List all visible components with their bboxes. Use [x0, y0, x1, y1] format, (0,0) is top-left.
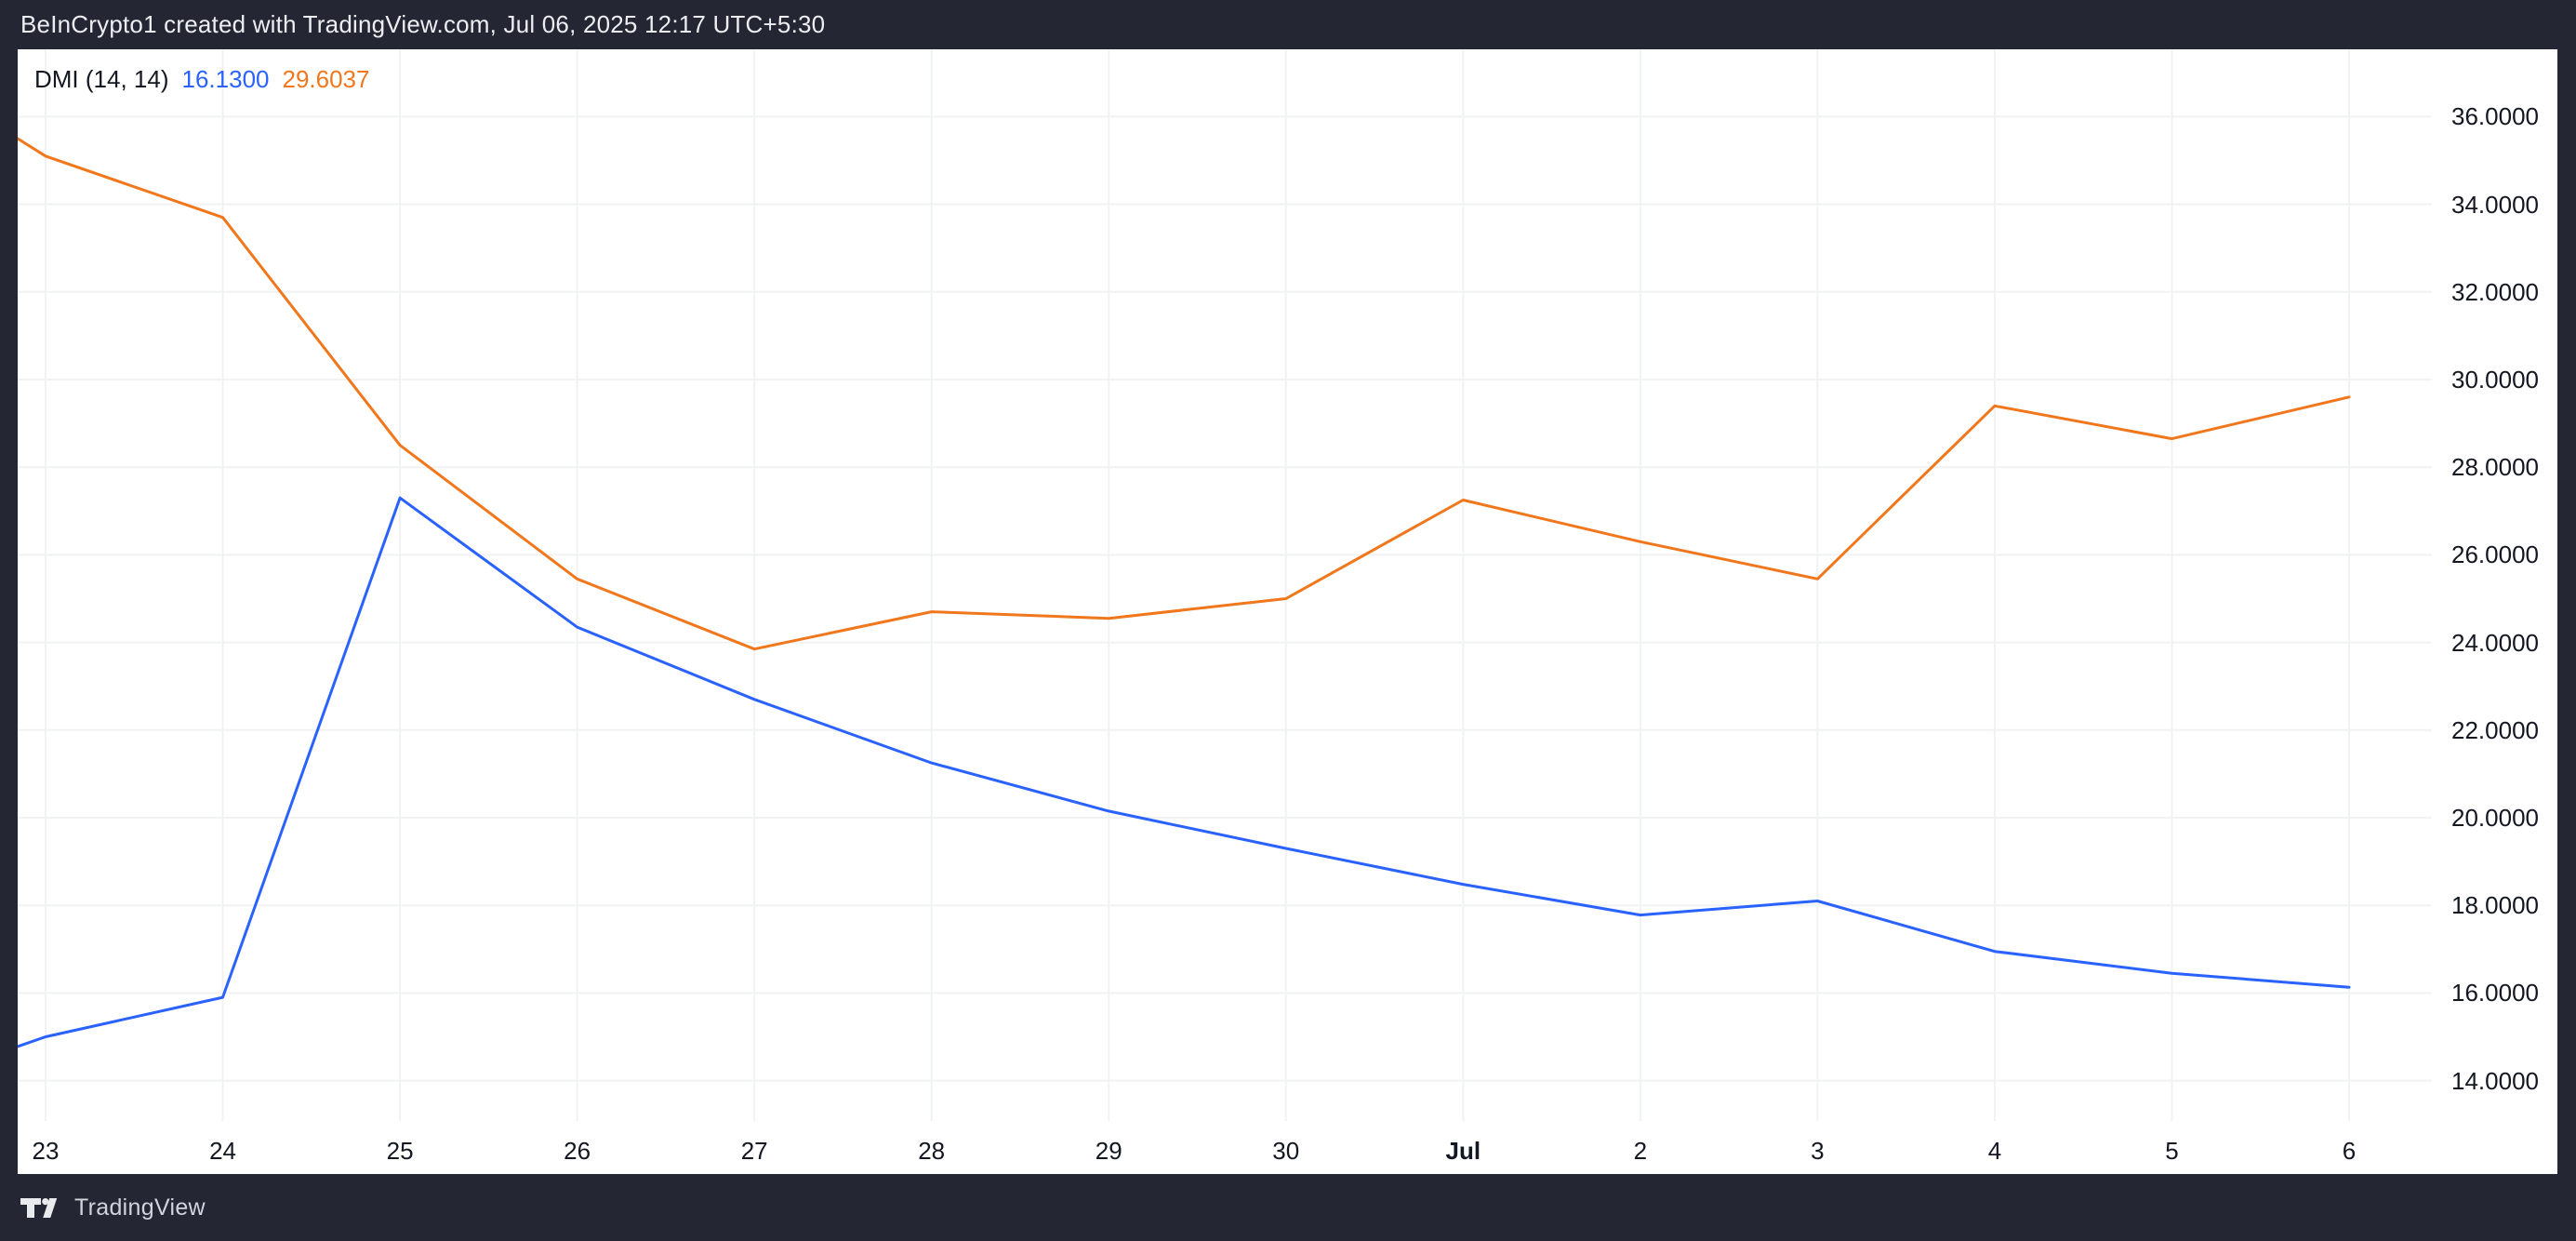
- x-axis-label: 24: [209, 1137, 236, 1165]
- x-axis-label: Jul: [1445, 1137, 1481, 1165]
- minus-di-line: [16, 137, 2351, 651]
- footer-bar: TradingView: [0, 1174, 2576, 1241]
- vertical-gridlines: [45, 49, 2351, 1121]
- x-axis-label: 4: [1987, 1137, 2002, 1165]
- y-axis-label: 32.0000: [2451, 277, 2539, 306]
- indicator-legend[interactable]: DMI (14, 14) 16.1300 29.6037: [34, 65, 369, 93]
- y-axis-label: 28.0000: [2451, 453, 2539, 482]
- y-axis-label: 22.0000: [2451, 715, 2539, 744]
- x-axis-label: 26: [564, 1137, 591, 1165]
- tradingview-brand-text: TradingView: [74, 1194, 206, 1221]
- x-axis-label: 27: [740, 1137, 768, 1165]
- right-frame-strip: [2557, 49, 2576, 1174]
- x-axis-label: 25: [386, 1137, 414, 1165]
- x-axis-label: 2: [1633, 1137, 1648, 1165]
- y-axis-label: 30.0000: [2451, 366, 2539, 394]
- x-axis-label: 28: [918, 1137, 946, 1165]
- chart-attribution-title: BeInCrypto1 created with TradingView.com…: [20, 10, 826, 38]
- tradingview-logo-icon: [20, 1197, 58, 1218]
- x-axis-label: 3: [1811, 1137, 1825, 1165]
- y-axis-label: 16.0000: [2451, 979, 2539, 1007]
- y-axis-label: 26.0000: [2451, 540, 2539, 569]
- x-axis-label: 29: [1095, 1137, 1122, 1165]
- indicator-name: DMI (14, 14): [34, 65, 169, 93]
- plus-di-value: 16.1300: [181, 65, 270, 93]
- y-axis-label: 36.0000: [2451, 102, 2539, 131]
- x-axis-label: 30: [1272, 1137, 1300, 1165]
- x-axis-label: 5: [2165, 1137, 2179, 1165]
- horizontal-gridlines: [18, 115, 2432, 1082]
- y-axis-label: 18.0000: [2451, 891, 2539, 920]
- x-axis-label: 23: [32, 1137, 60, 1165]
- y-axis-label: 24.0000: [2451, 628, 2539, 657]
- minus-di-value: 29.6037: [282, 65, 370, 93]
- y-axis-label: 34.0000: [2451, 190, 2539, 219]
- y-axis-label: 20.0000: [2451, 804, 2539, 832]
- dmi-series-lines: [16, 137, 2351, 1048]
- left-frame-strip: [0, 49, 18, 1174]
- header-bar: BeInCrypto1 created with TradingView.com…: [0, 0, 2576, 49]
- plus-di-line: [16, 496, 2351, 1048]
- x-axis-label: 6: [2342, 1137, 2357, 1165]
- y-axis-label: 14.0000: [2451, 1066, 2539, 1095]
